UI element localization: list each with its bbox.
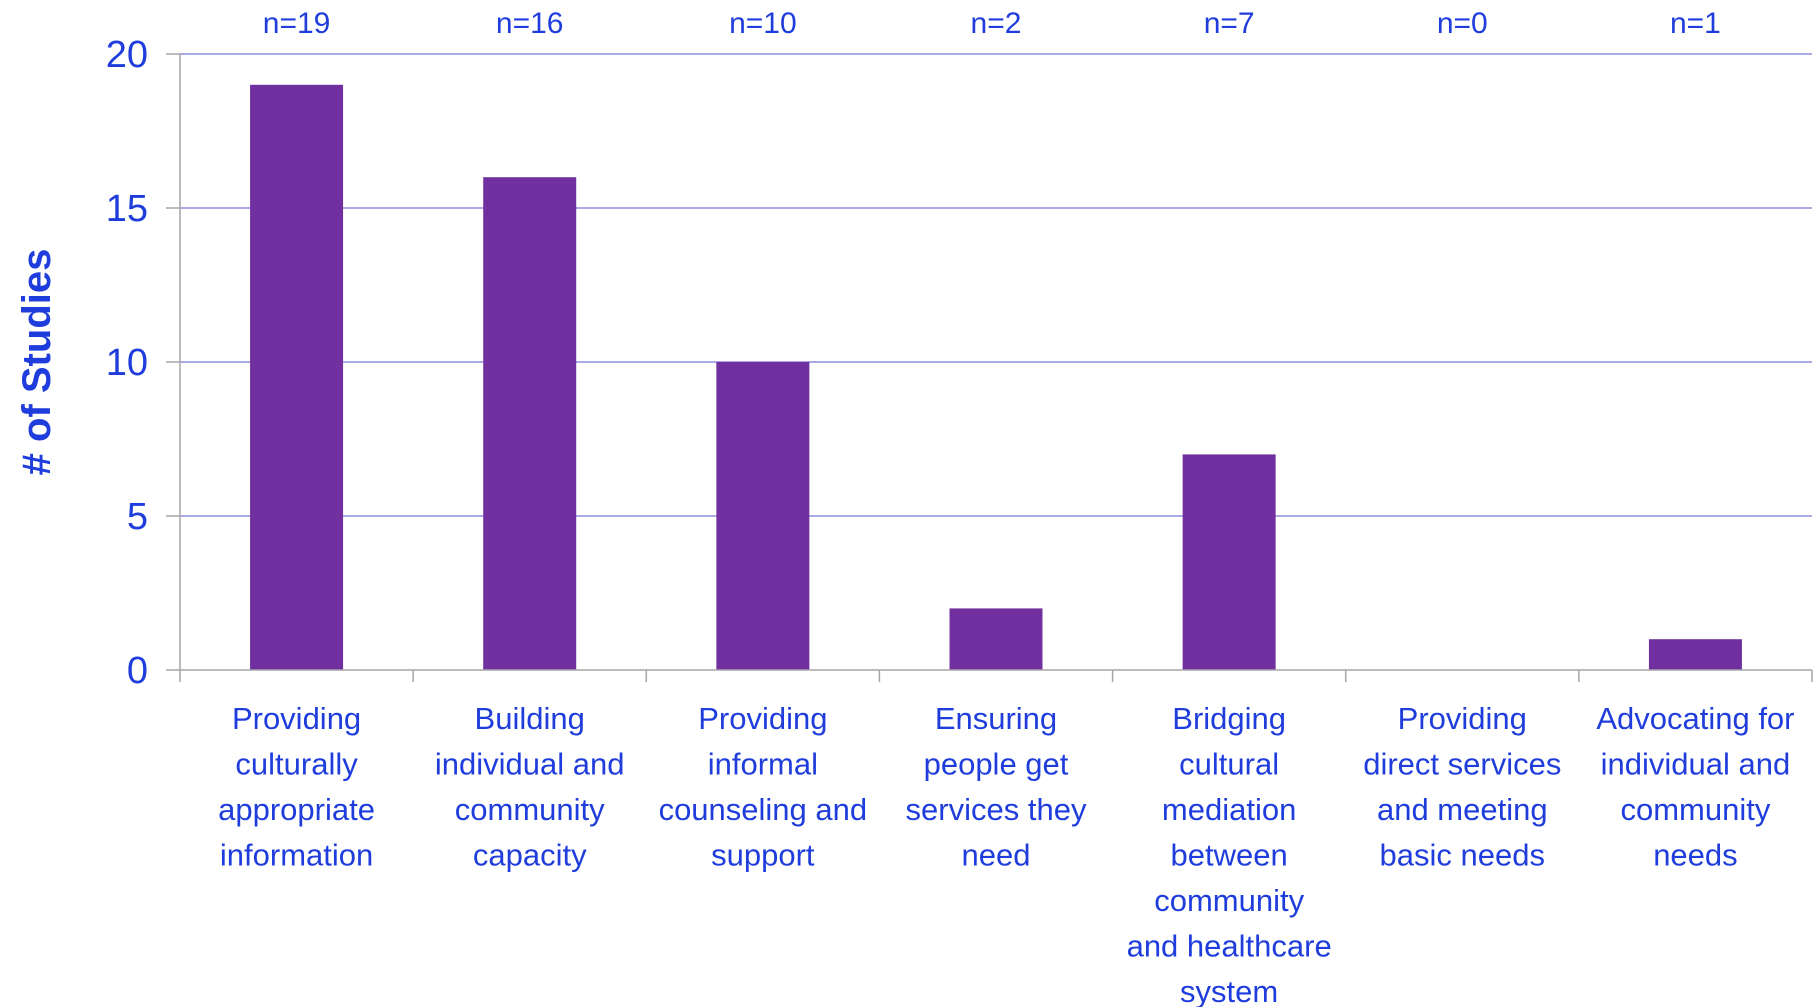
x-category-label-line: basic needs <box>1380 838 1545 873</box>
x-category-label-line: Providing <box>698 701 827 736</box>
n-count-label: n=0 <box>1437 7 1488 40</box>
x-category-label-line: Building <box>475 701 585 736</box>
labels: 0 5 10 15 20 n=19 Providing culturally appropria… <box>106 7 1795 1007</box>
x-category-label-line: need <box>962 838 1031 873</box>
n-count-label: n=16 <box>496 7 564 40</box>
bar <box>250 84 344 671</box>
x-category-label-line: mediation <box>1162 792 1296 827</box>
bar <box>483 177 577 670</box>
x-category-label-line: direct services <box>1363 747 1561 782</box>
x-category-label-line: support <box>711 838 815 873</box>
x-category-label-line: Advocating for <box>1596 701 1794 736</box>
x-category-label-line: services they <box>906 792 1087 827</box>
x-category-label-line: community <box>455 792 605 827</box>
n-count-label: n=1 <box>1670 7 1721 40</box>
x-category-label-line: cultural <box>1179 747 1279 782</box>
x-category-label-line: community <box>1620 792 1770 827</box>
gridlines <box>180 53 1812 517</box>
x-category-label-line: Providing <box>232 701 361 736</box>
bar <box>1182 454 1276 670</box>
x-category-label-line: and healthcare <box>1127 929 1332 964</box>
x-category-label-line: individual and <box>1601 747 1791 782</box>
x-category-label-line: counseling and <box>659 792 868 827</box>
x-category-label: Building individual and community capacity <box>435 701 625 873</box>
bars <box>250 84 1742 671</box>
y-tick-label: 10 <box>106 342 148 384</box>
x-category-label-line: system <box>1180 974 1278 1007</box>
x-category-label-line: between <box>1171 838 1288 873</box>
n-count-label: n=19 <box>263 7 331 40</box>
x-category-label-line: people get <box>924 747 1069 782</box>
y-axis-title: # of Studies <box>15 249 59 476</box>
y-tick-label: 15 <box>106 188 148 230</box>
x-category-label-line: culturally <box>235 747 358 782</box>
x-category-label-line: community <box>1154 883 1304 918</box>
y-tick-label: 0 <box>127 650 148 692</box>
x-category-label-line: informal <box>708 747 818 782</box>
x-category-label-line: needs <box>1653 838 1737 873</box>
x-category-label-line: Bridging <box>1172 701 1286 736</box>
bar <box>716 362 810 670</box>
x-category-label: Providing direct services and meeting basic… <box>1363 701 1561 873</box>
x-category-label-line: individual and <box>435 747 625 782</box>
x-category-label: Providing culturally appropriate informatio… <box>218 701 375 873</box>
x-category-label: Bridging cultural mediation between communit… <box>1127 701 1332 1007</box>
x-category-label: Ensuring people get services they need <box>906 701 1087 873</box>
n-count-label: n=2 <box>971 7 1022 40</box>
y-tick-label: 20 <box>106 34 148 76</box>
n-count-label: n=7 <box>1204 7 1255 40</box>
x-category-label-line: information <box>220 838 373 873</box>
bar <box>1648 639 1742 670</box>
axes <box>166 53 1813 682</box>
x-category-label: Advocating for individual and community nee… <box>1596 701 1794 873</box>
bar <box>949 608 1043 670</box>
y-tick-label: 5 <box>127 496 148 538</box>
x-category-label-line: Ensuring <box>935 701 1057 736</box>
n-count-label: n=10 <box>729 7 797 40</box>
x-category-label-line: appropriate <box>218 792 375 827</box>
x-category-label-line: Providing <box>1398 701 1527 736</box>
x-category-label: Providing informal counseling and support <box>659 701 868 873</box>
x-category-label-line: and meeting <box>1377 792 1548 827</box>
x-category-label-line: capacity <box>473 838 587 873</box>
